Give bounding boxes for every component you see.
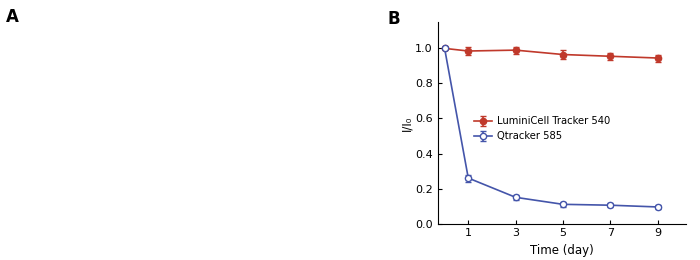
Text: A: A xyxy=(6,8,19,26)
X-axis label: Time (day): Time (day) xyxy=(530,244,594,257)
Text: B: B xyxy=(388,10,400,28)
Y-axis label: I/I₀: I/I₀ xyxy=(400,115,414,131)
Legend: LuminiCell Tracker 540, Qtracker 585: LuminiCell Tracker 540, Qtracker 585 xyxy=(470,112,614,145)
